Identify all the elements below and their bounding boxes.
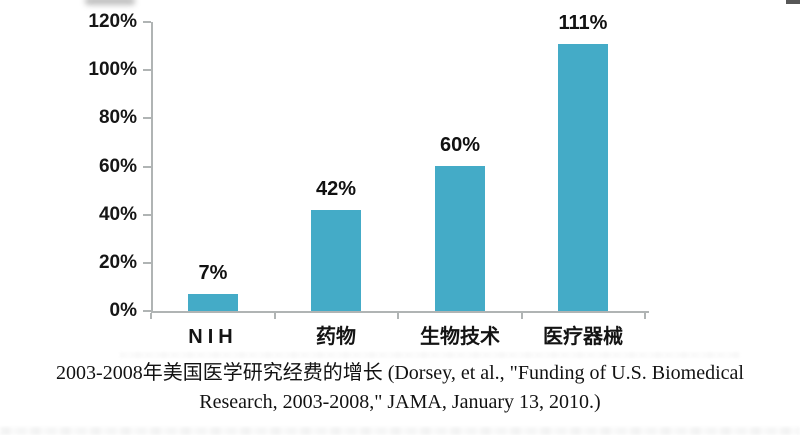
x-axis-tick — [397, 313, 399, 319]
compression-noise-artifact — [120, 352, 740, 358]
x-axis-tick — [273, 313, 276, 319]
y-axis-tick — [143, 165, 151, 168]
bar-value-label: 60% — [439, 134, 481, 156]
cropped-text-artifact-bottom — [0, 427, 800, 435]
bar — [311, 210, 361, 311]
bar-value-label: 42% — [315, 178, 357, 200]
caption-line-2: Research, 2003-2008," JAMA, January 13, … — [199, 391, 601, 413]
x-axis-category-label: 医疗器械 — [543, 326, 623, 348]
x-axis-tick — [644, 313, 646, 319]
y-axis-tick-label: 100% — [88, 59, 137, 81]
caption-line-1: 2003-2008年美国医学研究经费的增长 (Dorsey, et al., "… — [56, 362, 744, 384]
y-axis-tick-label: 40% — [98, 203, 137, 225]
x-axis-category-label: NIH — [188, 326, 238, 348]
y-axis-tick-label: 0% — [109, 300, 137, 321]
bar-value-label: 111% — [558, 12, 608, 34]
chart-caption: 2003-2008年美国医学研究经费的增长 (Dorsey, et al., "… — [0, 359, 800, 417]
x-axis-category-label: 生物技术 — [420, 326, 500, 348]
y-axis-tick-label: 120% — [88, 11, 137, 32]
y-axis-tick — [143, 117, 151, 120]
y-axis-tick-label: 60% — [98, 155, 137, 177]
x-axis-tick — [150, 313, 152, 319]
x-axis-line — [151, 311, 649, 313]
y-axis-tick-label: 20% — [98, 251, 137, 273]
y-axis-tick — [143, 21, 151, 23]
cropped-text-artifact-top-left — [85, 0, 135, 5]
y-axis-tick — [143, 310, 151, 312]
bar — [188, 294, 238, 311]
y-axis-tick — [143, 213, 151, 216]
bar — [435, 166, 485, 311]
y-axis-tick — [143, 261, 151, 264]
x-axis-tick — [520, 313, 523, 319]
bar — [558, 44, 608, 311]
y-axis-tick-label: 80% — [98, 107, 137, 129]
y-axis-line — [151, 22, 153, 311]
x-axis-category-label: 药物 — [316, 326, 356, 348]
y-axis-tick — [143, 69, 151, 72]
cropped-text-artifact-top-right — [786, 0, 800, 4]
bar-value-label: 7% — [198, 262, 228, 284]
